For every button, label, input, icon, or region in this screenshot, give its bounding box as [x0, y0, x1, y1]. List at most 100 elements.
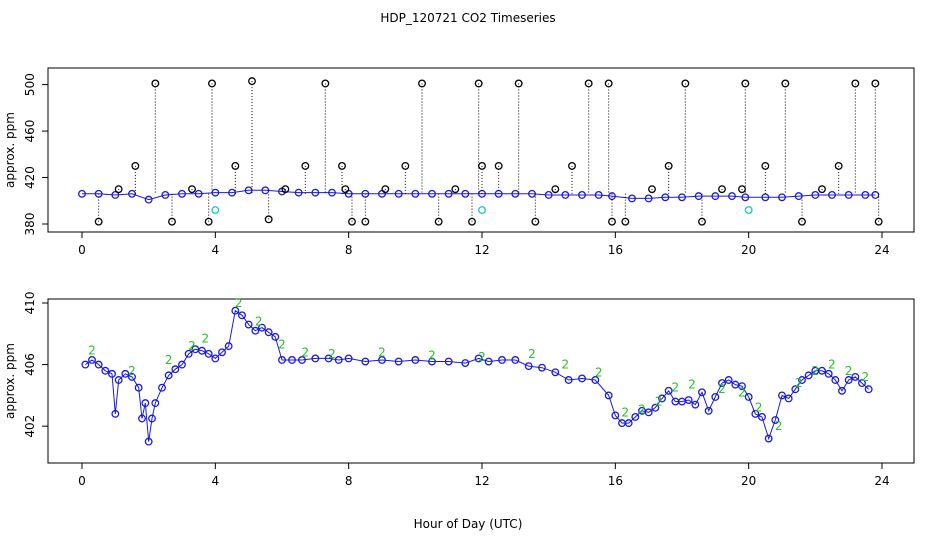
- data-point: [611, 411, 620, 420]
- data-point: [184, 349, 193, 358]
- data-point: [251, 326, 260, 335]
- data-point: [531, 217, 540, 226]
- series-number-marker: 2: [562, 358, 570, 372]
- data-point: [411, 189, 420, 198]
- series-number-marker: 2: [478, 350, 486, 364]
- series-number-marker: 2: [595, 365, 603, 379]
- data-point: [298, 356, 306, 364]
- data-point: [568, 161, 576, 170]
- data-point: [758, 413, 766, 421]
- data-point: [401, 161, 410, 170]
- data-point: [761, 161, 770, 170]
- data-point: [394, 357, 403, 366]
- data-point: [474, 354, 483, 363]
- data-point: [478, 161, 486, 170]
- data-point: [624, 419, 633, 428]
- y-tick-label: 402: [23, 415, 37, 438]
- data-point: [171, 365, 180, 374]
- data-point: [114, 376, 123, 384]
- y-tick-label: 410: [23, 292, 37, 315]
- y-tick-label: 380: [23, 213, 37, 236]
- data-point: [238, 311, 246, 320]
- data-point: [771, 416, 780, 424]
- data-point: [228, 188, 236, 197]
- data-point: [828, 191, 836, 199]
- data-point: [114, 185, 123, 194]
- data-point: [224, 342, 233, 351]
- data-point: [494, 161, 503, 170]
- data-point: [134, 383, 143, 392]
- series-number-marker: 2: [255, 314, 263, 328]
- data-point: [434, 217, 443, 226]
- data-point: [644, 408, 653, 417]
- data-point: [264, 215, 273, 224]
- data-point: [794, 192, 803, 201]
- series-number-marker: 2: [622, 405, 630, 419]
- data-point: [461, 359, 470, 368]
- data-point: [608, 192, 616, 201]
- data-point: [514, 79, 523, 88]
- data-point: [818, 185, 826, 194]
- series-number-marker: 2: [655, 395, 663, 409]
- data-point: [264, 328, 273, 337]
- data-point: [718, 185, 726, 194]
- data-point: [94, 217, 103, 226]
- data-point: [418, 79, 426, 88]
- data-point: [704, 406, 713, 415]
- data-point: [204, 349, 213, 358]
- data-point: [738, 185, 746, 194]
- data-point: [484, 357, 493, 366]
- data-point: [648, 185, 656, 194]
- series-number-marker: 2: [378, 345, 386, 359]
- data-point: [478, 206, 486, 215]
- data-point: [684, 396, 693, 404]
- data-point: [791, 385, 800, 394]
- x-tick-label: 0: [78, 243, 86, 257]
- data-point: [844, 191, 853, 199]
- data-point: [344, 354, 353, 363]
- data-point: [871, 79, 880, 88]
- plot-frame-1: [47, 298, 915, 464]
- data-point: [261, 186, 270, 195]
- y-tick-label: 406: [23, 353, 37, 376]
- data-point: [811, 191, 820, 199]
- data-point: [744, 206, 753, 215]
- series-number-marker: 2: [128, 364, 136, 378]
- data-point: [744, 392, 753, 401]
- data-point: [778, 391, 786, 400]
- series-number-marker: 2: [188, 339, 196, 353]
- data-point: [678, 193, 686, 202]
- data-point: [861, 191, 870, 199]
- data-point: [834, 161, 843, 170]
- data-point: [804, 371, 813, 380]
- x-tick-label: 4: [212, 474, 220, 488]
- y-tick-label: 460: [23, 120, 37, 143]
- data-point: [108, 369, 116, 378]
- data-point: [838, 386, 846, 395]
- series-number-marker: 2: [775, 419, 783, 433]
- data-point: [764, 434, 773, 443]
- data-point: [204, 217, 213, 226]
- x-tick-label: 16: [608, 474, 623, 488]
- data-point: [761, 193, 770, 202]
- data-point: [128, 372, 136, 381]
- data-point: [798, 217, 806, 226]
- data-point: [348, 217, 356, 226]
- data-point: [94, 360, 103, 369]
- data-point: [411, 356, 420, 364]
- data-point: [578, 191, 586, 199]
- series-number-marker: 2: [718, 382, 726, 396]
- series-number-marker: 2: [638, 402, 646, 416]
- series-number-marker: 2: [688, 378, 696, 392]
- x-tick-label: 24: [874, 243, 889, 257]
- data-point: [728, 192, 736, 201]
- x-tick-label: 0: [78, 474, 86, 488]
- data-point: [428, 357, 436, 366]
- x-tick-label: 20: [741, 474, 756, 488]
- x-tick-label: 8: [345, 474, 353, 488]
- data-point: [831, 376, 840, 384]
- data-point: [178, 360, 186, 369]
- data-point: [121, 369, 130, 378]
- data-point: [664, 161, 673, 170]
